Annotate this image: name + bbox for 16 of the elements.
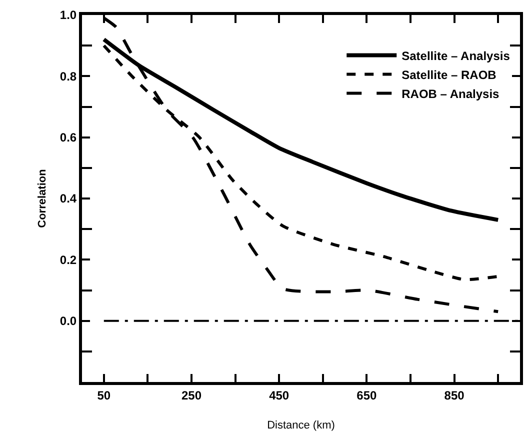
- legend-label: Satellite – RAOB: [402, 68, 497, 82]
- y-tick-label: 1.0: [60, 8, 77, 22]
- x-tick-label: 850: [444, 388, 465, 402]
- x-tick-label: 650: [356, 388, 378, 402]
- legend-label: Satellite – Analysis: [402, 48, 510, 63]
- x-tick-label: 50: [97, 388, 111, 402]
- y-tick-label: 0.4: [60, 192, 77, 206]
- x-tick-label: 250: [181, 388, 202, 402]
- y-tick-label: 0.0: [60, 314, 77, 328]
- y-tick-label: 0.2: [60, 252, 77, 267]
- x-tick-label: 450: [269, 388, 290, 402]
- x-axis-title: Distance (km): [267, 420, 335, 432]
- y-tick-label: 0.6: [60, 130, 77, 145]
- y-axis-title: Correlation: [36, 168, 49, 228]
- y-tick-label: 0.8: [60, 69, 77, 84]
- legend-label: RAOB – Analysis: [402, 86, 500, 101]
